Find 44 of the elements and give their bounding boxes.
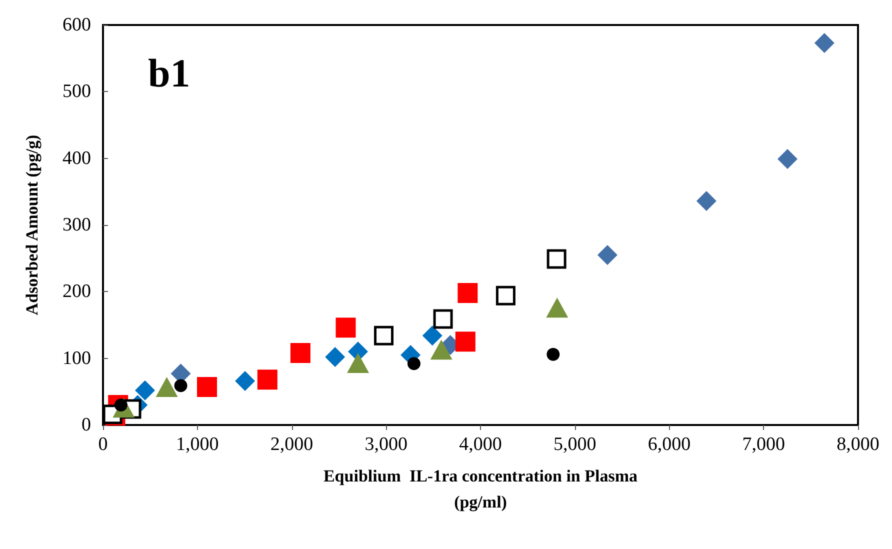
x-tick-label: 5,000 xyxy=(554,434,596,455)
point xyxy=(257,370,278,390)
point xyxy=(814,33,834,53)
x-tick-label: 7,000 xyxy=(742,434,785,455)
point xyxy=(174,379,188,392)
x-tick-label: 0 xyxy=(98,434,108,455)
point xyxy=(430,340,452,360)
point xyxy=(597,245,618,265)
x-axis-title: Equiblium IL-1ra concentration in Plasma (pg/ml) xyxy=(323,466,638,512)
point xyxy=(696,191,716,211)
point xyxy=(325,347,346,367)
point xyxy=(290,343,310,363)
x-tick-label: 2,000 xyxy=(270,434,314,455)
point xyxy=(197,377,217,397)
x-tick-label: 1,000 xyxy=(176,434,219,455)
point xyxy=(455,332,476,352)
x-tick-label: 4,000 xyxy=(459,434,502,455)
y-tick-label: 100 xyxy=(62,348,91,369)
y-tick-label: 200 xyxy=(62,281,91,302)
point xyxy=(407,357,420,370)
point xyxy=(546,298,568,318)
text: b1 xyxy=(148,50,190,96)
point xyxy=(546,249,566,269)
point xyxy=(422,326,442,346)
point xyxy=(235,371,256,391)
y-tick-label: 600 xyxy=(62,14,91,36)
x-tick-label: 3,000 xyxy=(364,434,408,455)
point xyxy=(336,318,356,338)
point xyxy=(433,309,453,329)
point xyxy=(374,326,394,346)
point xyxy=(496,286,516,306)
point xyxy=(778,149,798,169)
y-tick-label: 0 xyxy=(82,414,91,436)
x-tick-label: 6,000 xyxy=(648,434,691,455)
point xyxy=(347,353,369,373)
point xyxy=(134,380,155,400)
y-tick-label: 400 xyxy=(62,148,91,169)
y-tick-label: 500 xyxy=(62,81,91,102)
point xyxy=(156,377,178,397)
point xyxy=(546,348,560,361)
x-tick-label: 8,000 xyxy=(836,434,880,455)
y-tick-label: 300 xyxy=(62,214,91,236)
y-axis-title: Adsorbed Amount (pg/g) xyxy=(22,134,42,316)
point xyxy=(458,283,478,303)
